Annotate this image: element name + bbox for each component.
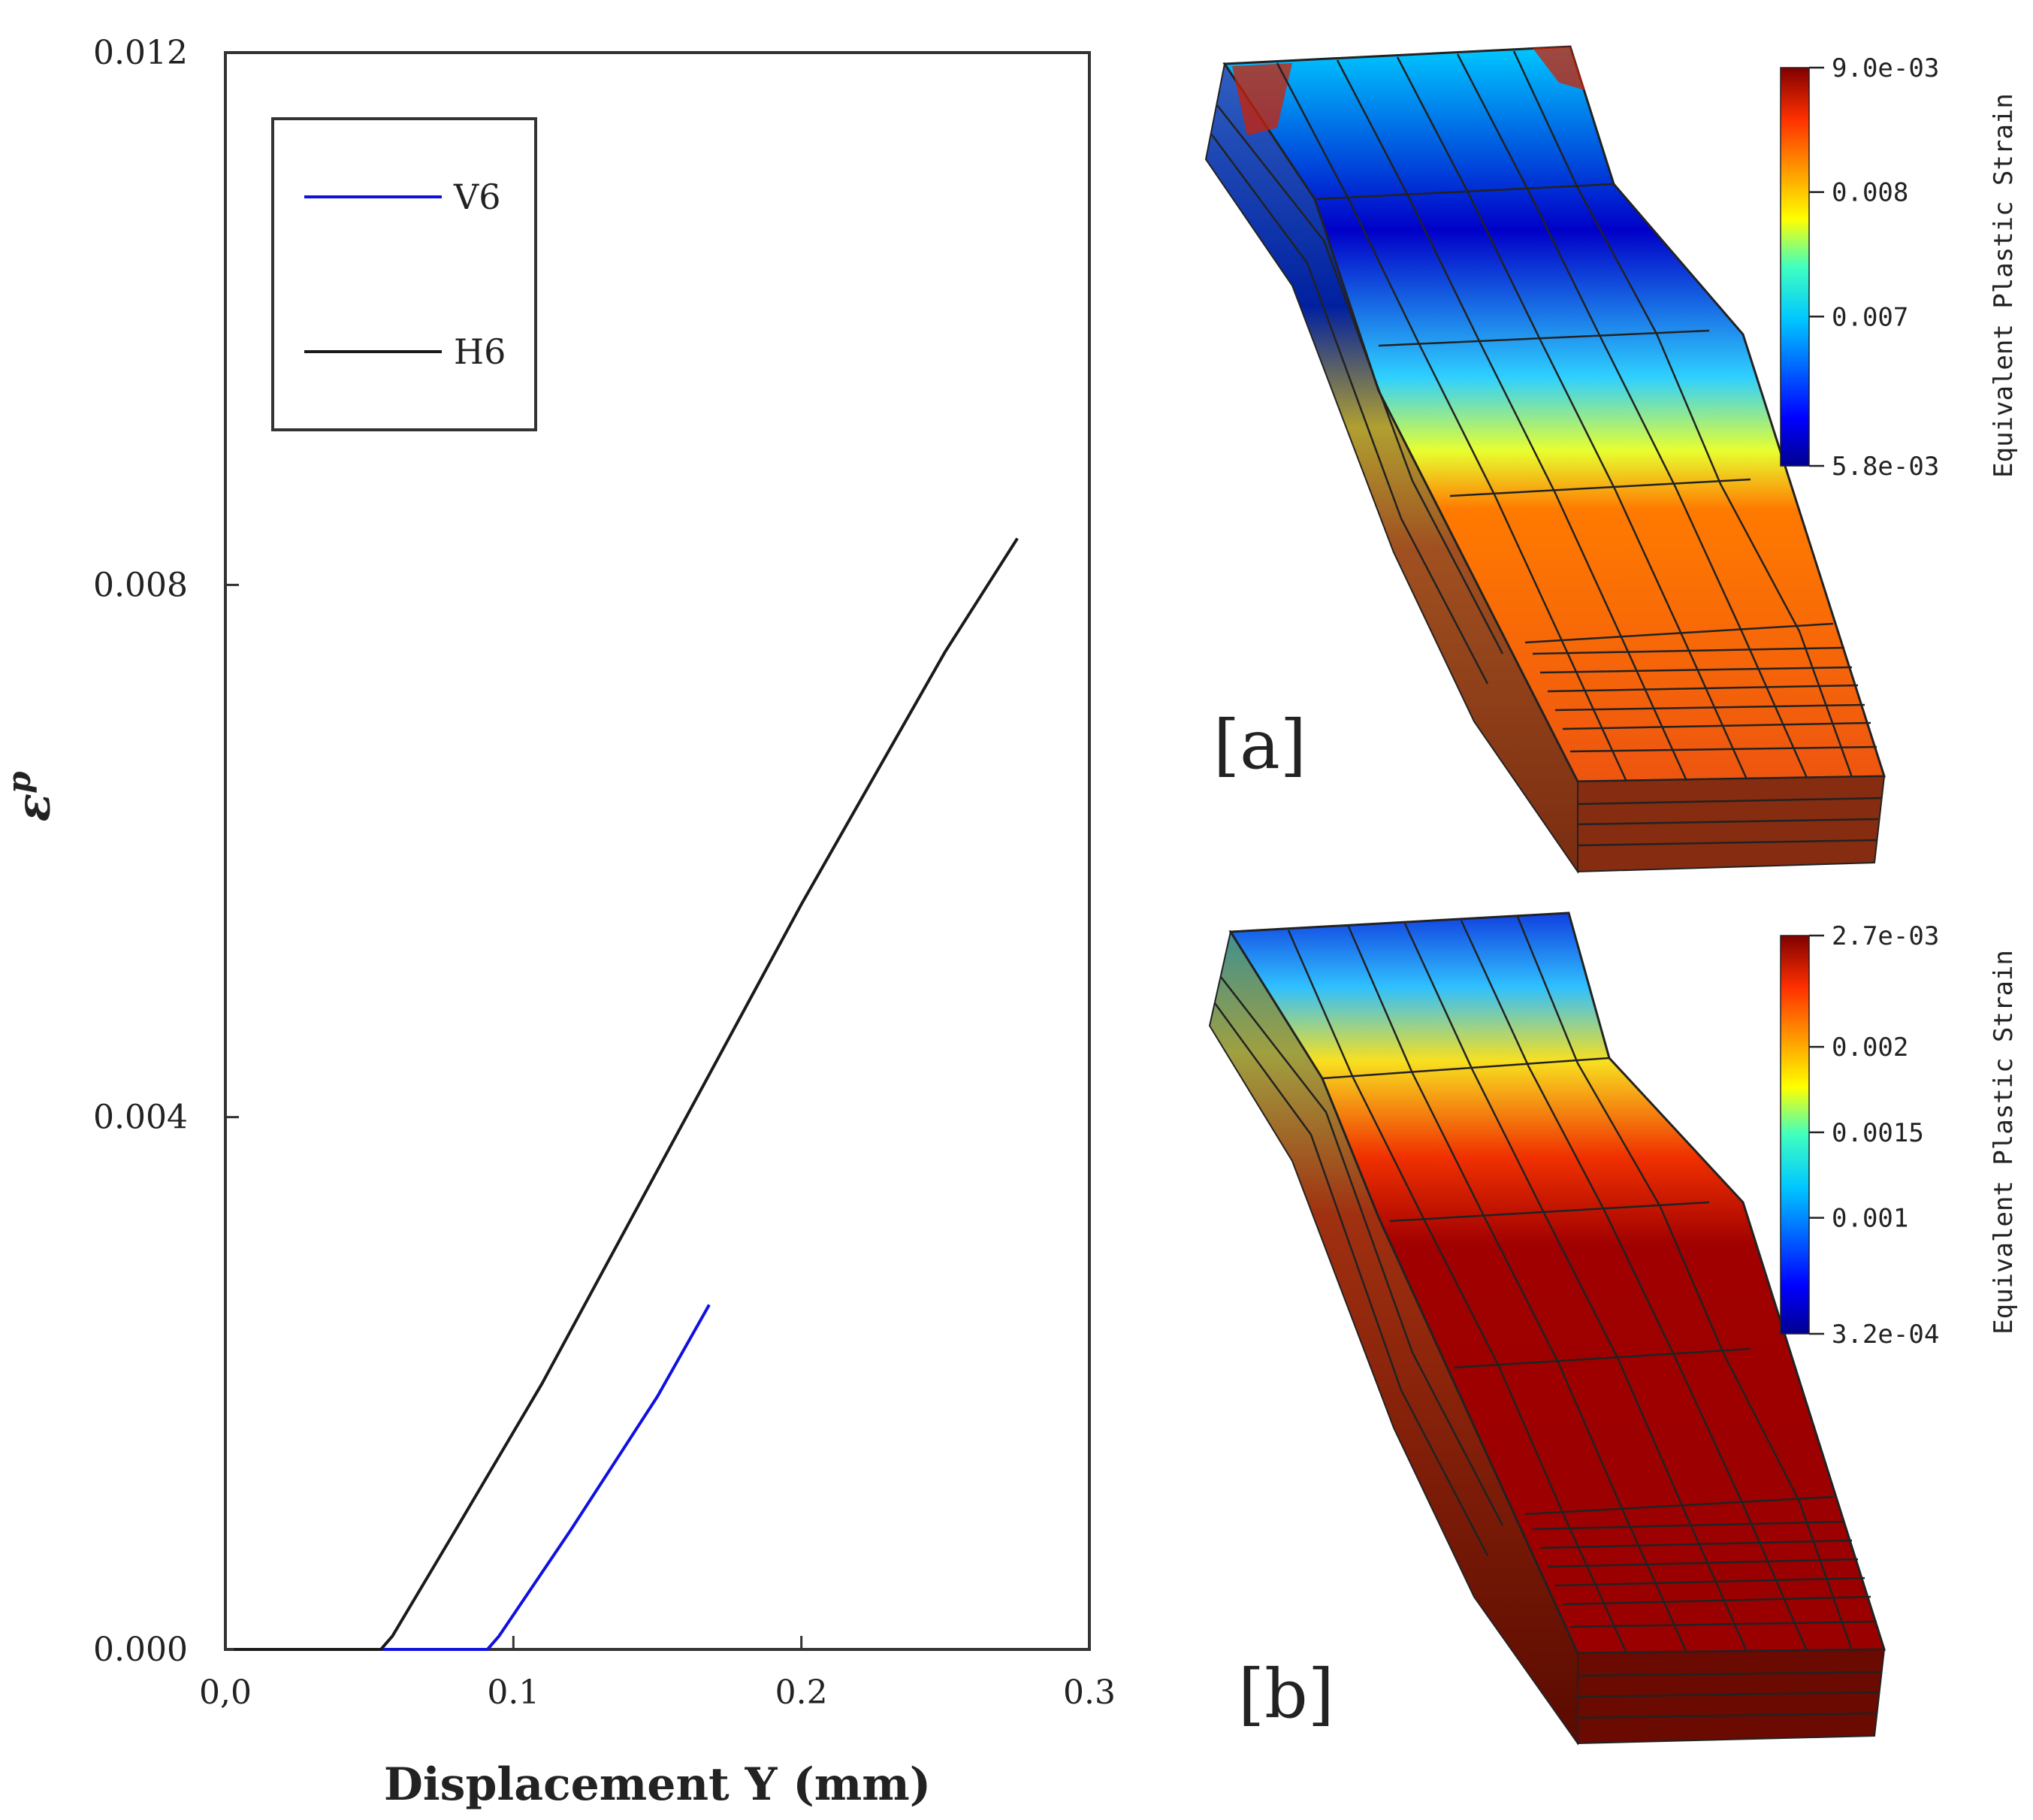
y-axis-title: εp xyxy=(1,771,61,821)
line-chart: 0,0 0.1 0.2 0.3 0.000 0.004 0.008 0.012 Displac… xyxy=(1,34,1116,1811)
mesh-a-hotspot-right xyxy=(1533,47,1585,90)
x-axis-title: Displacement Y (mm) xyxy=(384,1758,931,1811)
x-tick-label: 0.3 xyxy=(1063,1673,1116,1712)
colorbar-a-title-group: Equivalent Plastic Strain xyxy=(1989,93,2019,478)
mesh-a-hotspot-left xyxy=(1232,63,1292,135)
colorbar-tick-label: 2.7e-03 xyxy=(1832,921,1939,951)
colorbar-tick-label: 5.8e-03 xyxy=(1832,452,1939,482)
y-tick-label: 0.000 xyxy=(93,1631,188,1669)
legend-label-v6: V6 xyxy=(453,177,501,217)
colorbar-tick-label: 0.0015 xyxy=(1832,1118,1924,1148)
colorbar-a-ticks: 9.0e-03 0.008 0.007 5.8e-03 xyxy=(1809,53,1939,482)
mesh-b-lines xyxy=(1213,916,1883,1719)
colorbar-tick-label: 0.007 xyxy=(1832,302,1908,332)
panel-a-label: [a] xyxy=(1213,706,1306,785)
fe-mesh-panel-a: 9.0e-03 0.008 0.007 5.8e-03 Equivalent Plas… xyxy=(1204,45,2019,875)
legend: V6 H6 xyxy=(271,117,537,431)
colorbar-b-title: Equivalent Plastic Strain xyxy=(1989,950,2019,1335)
colorbar-tick-label: 9.0e-03 xyxy=(1832,53,1939,83)
plot-frame xyxy=(224,51,1091,1651)
mesh-a-lines xyxy=(1210,50,1883,847)
tick-labels: 0,0 0.1 0.2 0.3 0.000 0.004 0.008 0.012 xyxy=(93,34,1116,1712)
x-tick-label: 0.2 xyxy=(775,1673,828,1712)
svg-text:εp: εp xyxy=(1,771,61,821)
y-tick-label: 0.008 xyxy=(93,566,188,604)
colorbar-a xyxy=(1780,67,1810,467)
series-line-h6 xyxy=(234,537,1019,1651)
y-tick-label: 0.004 xyxy=(93,1099,188,1137)
colorbar-tick-label: 0.001 xyxy=(1832,1204,1908,1234)
series-line-v6 xyxy=(234,1304,711,1651)
colorbar-b-title-group: Equivalent Plastic Strain xyxy=(1989,950,2019,1335)
colorbar-a-title: Equivalent Plastic Strain xyxy=(1989,93,2019,478)
y-axis-symbol: ε xyxy=(6,794,61,822)
legend-label-h6: H6 xyxy=(454,331,506,372)
colorbar-b xyxy=(1780,935,1810,1335)
x-tick-label: 0,0 xyxy=(199,1673,252,1712)
x-tick-label: 0.1 xyxy=(487,1673,539,1712)
legend-box xyxy=(271,117,537,431)
colorbar-tick-label: 0.002 xyxy=(1832,1032,1908,1063)
fe-mesh-panel-b: 2.7e-03 0.002 0.0015 0.001 3.2e-04 Equivalen… xyxy=(1208,912,2019,1746)
colorbar-tick-label: 0.008 xyxy=(1832,178,1908,208)
colorbar-tick-label: 3.2e-04 xyxy=(1832,1320,1939,1350)
colorbar-b-ticks: 2.7e-03 0.002 0.0015 0.001 3.2e-04 xyxy=(1809,921,1939,1350)
axis-ticks xyxy=(225,583,803,1649)
y-tick-label: 0.012 xyxy=(93,34,188,72)
panel-b-label: [b] xyxy=(1238,1655,1334,1734)
y-axis-superscript: p xyxy=(1,771,38,793)
series-layer xyxy=(234,537,1019,1651)
